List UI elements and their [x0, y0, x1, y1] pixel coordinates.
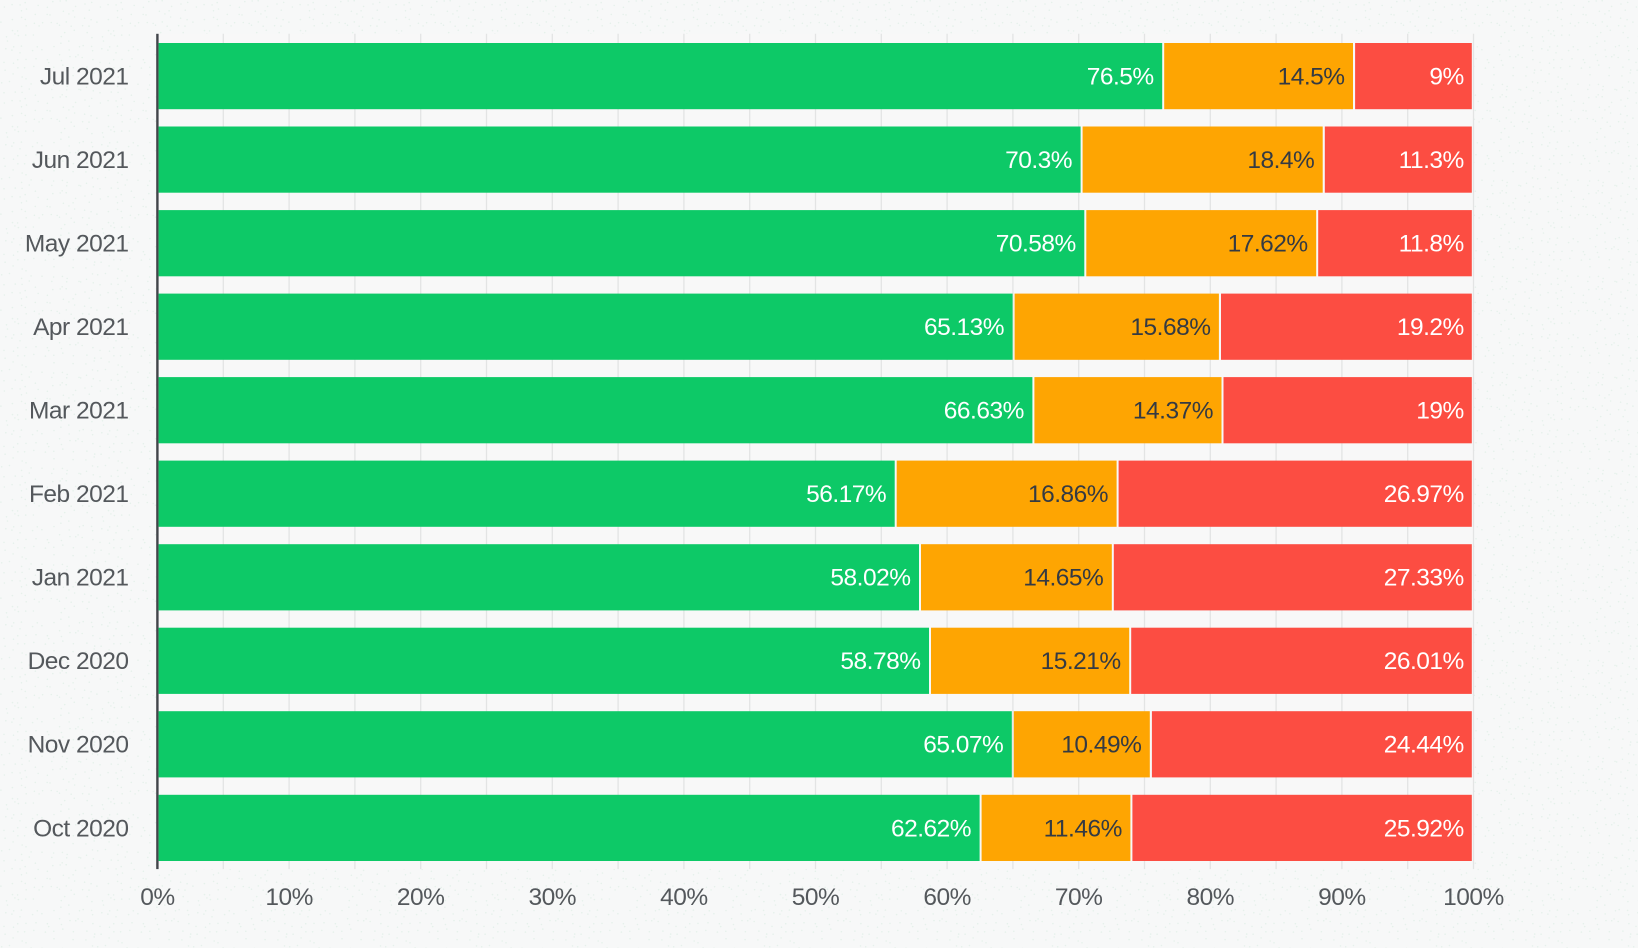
svg-text:15.21%: 15.21%	[1041, 648, 1121, 675]
svg-text:11.3%: 11.3%	[1399, 147, 1464, 174]
svg-text:17.62%: 17.62%	[1228, 231, 1308, 258]
svg-text:80%: 80%	[1187, 884, 1235, 911]
svg-text:18.4%: 18.4%	[1247, 147, 1314, 174]
svg-text:70%: 70%	[1055, 884, 1103, 911]
svg-text:14.37%: 14.37%	[1133, 398, 1213, 425]
svg-text:58.02%: 58.02%	[830, 565, 910, 592]
svg-text:30%: 30%	[529, 884, 577, 911]
svg-text:9%: 9%	[1429, 64, 1463, 91]
svg-text:Oct 2020: Oct 2020	[33, 815, 128, 842]
svg-text:Mar 2021: Mar 2021	[29, 398, 129, 425]
svg-text:Jun 2021: Jun 2021	[32, 147, 129, 174]
svg-text:Apr 2021: Apr 2021	[33, 314, 128, 341]
svg-text:40%: 40%	[660, 884, 708, 911]
svg-text:70.58%: 70.58%	[996, 231, 1076, 258]
svg-text:27.33%: 27.33%	[1384, 565, 1464, 592]
svg-text:15.68%: 15.68%	[1130, 314, 1210, 341]
svg-text:56.17%: 56.17%	[806, 481, 886, 508]
svg-text:76.5%: 76.5%	[1087, 64, 1154, 91]
svg-text:14.65%: 14.65%	[1023, 565, 1103, 592]
svg-text:0%: 0%	[140, 884, 174, 911]
svg-text:26.01%: 26.01%	[1384, 648, 1464, 675]
svg-text:11.46%: 11.46%	[1044, 815, 1122, 842]
svg-text:62.62%: 62.62%	[891, 815, 971, 842]
svg-text:90%: 90%	[1318, 884, 1366, 911]
svg-text:65.13%: 65.13%	[924, 314, 1004, 341]
svg-text:10%: 10%	[265, 884, 313, 911]
svg-text:Feb 2021: Feb 2021	[29, 481, 129, 508]
svg-text:65.07%: 65.07%	[923, 732, 1003, 759]
svg-text:14.5%: 14.5%	[1278, 64, 1345, 91]
svg-text:20%: 20%	[397, 884, 445, 911]
svg-text:60%: 60%	[923, 884, 971, 911]
svg-text:Jan 2021: Jan 2021	[32, 565, 129, 592]
svg-text:16.86%: 16.86%	[1028, 481, 1108, 508]
svg-text:26.97%: 26.97%	[1384, 481, 1464, 508]
svg-text:24.44%: 24.44%	[1384, 732, 1464, 759]
svg-text:Jul 2021: Jul 2021	[40, 64, 129, 91]
svg-text:25.92%: 25.92%	[1384, 815, 1464, 842]
svg-text:58.78%: 58.78%	[840, 648, 920, 675]
svg-text:Dec 2020: Dec 2020	[28, 648, 129, 675]
svg-text:70.3%: 70.3%	[1005, 147, 1072, 174]
svg-text:66.63%: 66.63%	[944, 398, 1024, 425]
svg-text:19.2%: 19.2%	[1397, 314, 1464, 341]
svg-text:Nov 2020: Nov 2020	[28, 732, 129, 759]
svg-text:100%: 100%	[1443, 884, 1504, 911]
svg-text:19%: 19%	[1416, 398, 1464, 425]
svg-text:11.8%: 11.8%	[1399, 231, 1464, 258]
svg-text:50%: 50%	[792, 884, 840, 911]
svg-text:May 2021: May 2021	[25, 231, 129, 258]
svg-text:10.49%: 10.49%	[1061, 732, 1141, 759]
